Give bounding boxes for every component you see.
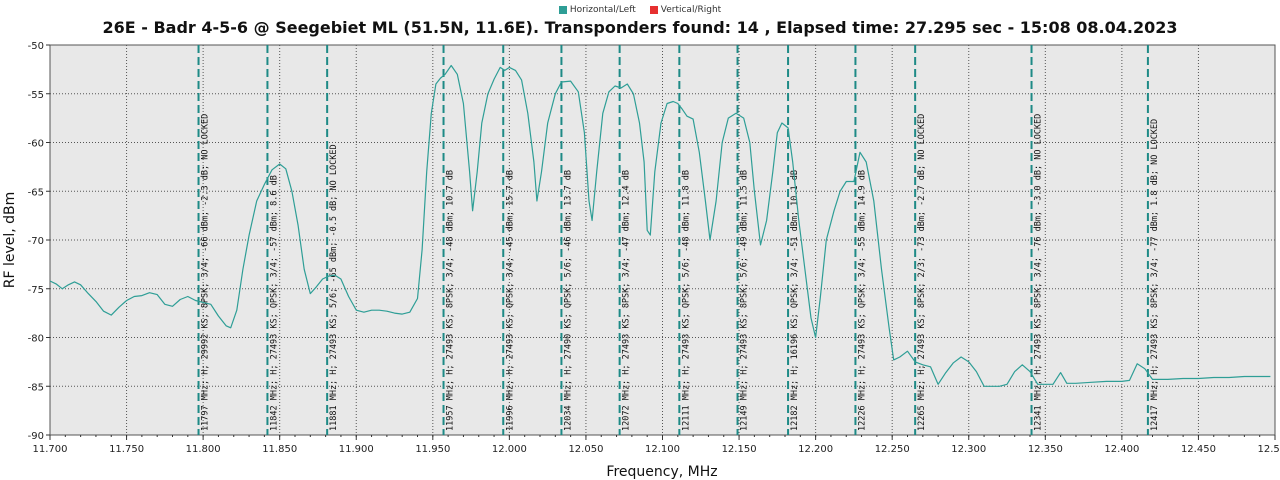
y-axis-label: RF level, dBm (2, 192, 18, 289)
transponder-label: 11881 MHz; H; 27493 KS; 5/6; -65 dBm; -0… (329, 144, 339, 431)
transponder-label: 11842 MHz; H; 27493 KS; QPSK; 3/4; -57 d… (269, 175, 279, 431)
transponder-label: 12182 MHz; H; 16196 KS; QPSK; 3/4; -51 d… (790, 170, 800, 431)
transponder-label: 11797 MHz; H; 29992 KS; 8PSK; 3/4; -66 d… (201, 114, 211, 431)
x-tick-label: 12.500 (1258, 444, 1280, 455)
x-tick-label: 12.450 (1181, 444, 1216, 455)
x-tick-label: 12.350 (1028, 444, 1063, 455)
x-tick-label: 12.400 (1104, 444, 1139, 455)
x-tick-label: 11.900 (339, 444, 374, 455)
transponder-label: 12341 MHz; H; 27493 KS; 8PSK; 3/4; -76 d… (1034, 114, 1044, 431)
y-axis-ticks: -50 -55 -60 -65 -70 -75 -80 -85 -90 (28, 41, 50, 442)
legend-label-horizontal: Horizontal/Left (569, 5, 636, 15)
transponder-label: 12034 MHz; H; 27490 KS; QPSK; 5/6; -46 d… (563, 170, 573, 431)
x-tick-label: 12.050 (568, 444, 603, 455)
y-tick-label: -60 (28, 139, 44, 150)
grid-lines (50, 45, 1275, 435)
series-group (49, 64, 1271, 387)
x-tick-label: 11.950 (415, 444, 450, 455)
transponder-label: 12072 MHz; H; 27493 KS; 8PSK; 3/4; -47 d… (622, 170, 632, 431)
chart-title: 26E - Badr 4-5-6 @ Seegebiet ML (51.5N, … (102, 18, 1178, 37)
y-tick-label: -65 (28, 187, 44, 198)
x-tick-label: 11.800 (186, 444, 221, 455)
transponder-label: 11957 MHz; H; 27493 KS; 8PSK; 3/4; -48 d… (446, 170, 456, 431)
transponder-label: 12111 MHz; H; 27493 KS; QPSK; 5/6; -48 d… (681, 170, 691, 431)
y-tick-label: -85 (28, 382, 44, 393)
y-tick-label: -55 (28, 90, 44, 101)
transponder-label: 12226 MHz; H; 27493 KS; QPSK; 3/4; -55 d… (857, 170, 867, 431)
y-tick-label: -90 (28, 431, 44, 442)
y-tick-label: -80 (28, 334, 44, 345)
x-axis-label: Frequency, MHz (606, 464, 717, 480)
legend-swatch-vertical (649, 6, 658, 14)
y-tick-label: -50 (28, 41, 44, 52)
x-tick-label: 12.200 (798, 444, 833, 455)
legend-label-vertical: Vertical/Right (660, 5, 722, 15)
x-tick-label: 12.100 (645, 444, 680, 455)
x-tick-label: 11.750 (109, 444, 144, 455)
transponder-label: 12417 MHz; H; 27493 KS; 8PSK; 3/4; -77 d… (1150, 119, 1160, 431)
chart-legend: Horizontal/Left Vertical/Right (0, 2, 1280, 18)
x-tick-label: 12.250 (875, 444, 910, 455)
x-tick-label: 12.150 (722, 444, 757, 455)
transponder-label: 12149 MHz; H; 27493 KS; 8PSK; 5/6; -49 d… (740, 170, 750, 431)
transponder-label: 12265 MHz; H; 27493 KS; 8PSK; 2/3; -73 d… (917, 114, 927, 431)
series-line (49, 64, 1271, 387)
legend-item-vertical[interactable]: Vertical/Right (649, 2, 722, 18)
legend-swatch-horizontal (558, 6, 567, 14)
x-tick-label: 11.850 (262, 444, 297, 455)
transponder-label: 11996 MHz; H; 27493 KS; QPSK; 3/4; -45 d… (505, 170, 515, 431)
x-tick-label: 12.300 (951, 444, 986, 455)
x-axis-ticks: 11.700 11.750 11.800 11.850 11.900 11.950 12.0… (33, 435, 1280, 455)
transponder-markers: 11797 MHz; H; 29992 KS; 8PSK; 3/4; -66 d… (197, 45, 1160, 435)
x-tick-label: 12.000 (492, 444, 527, 455)
y-tick-label: -70 (28, 236, 44, 247)
legend-item-horizontal[interactable]: Horizontal/Left (558, 2, 636, 18)
x-tick-label: 11.700 (33, 444, 68, 455)
y-tick-label: -75 (28, 285, 44, 296)
